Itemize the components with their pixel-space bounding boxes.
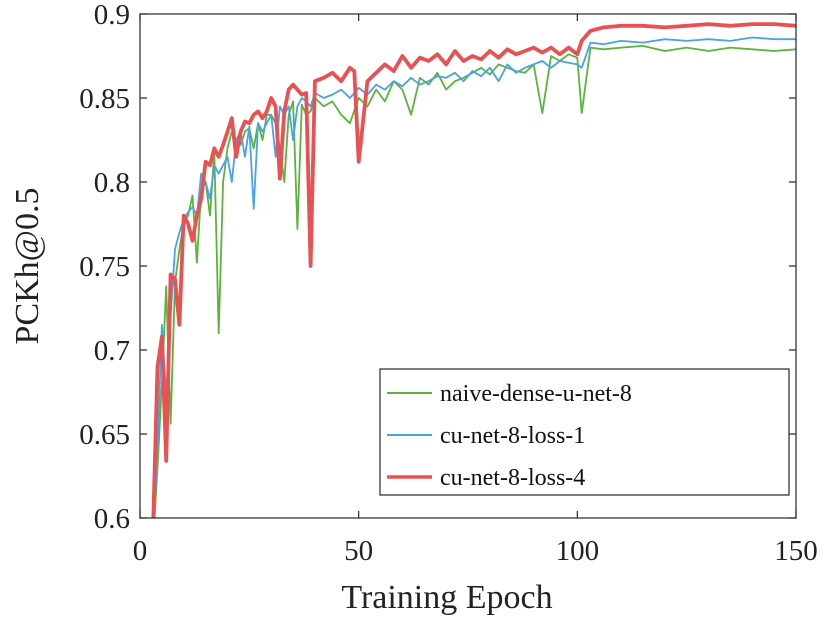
legend: naive-dense-u-net-8 cu-net-8-loss-1 cu-n…: [379, 368, 790, 496]
ticks: [139, 13, 797, 519]
legend-label-cu-net-8-loss-4: cu-net-8-loss-4: [440, 465, 585, 491]
x-tick-label: 50: [344, 535, 373, 567]
y-tick-label: 0.75: [79, 251, 130, 283]
plot-lines: [151, 22, 796, 518]
y-tick-label: 0.9: [94, 0, 130, 31]
y-tick-label: 0.85: [79, 83, 130, 115]
legend-label-cu-net-8-loss-1: cu-net-8-loss-1: [440, 423, 585, 449]
x-axis-title: Training Epoch: [341, 579, 552, 616]
legend-box: [379, 368, 790, 496]
legend-label-naive-dense-u-net-8: naive-dense-u-net-8: [440, 381, 632, 407]
y-tick-label: 0.65: [79, 419, 130, 451]
series-line-naive-dense-u-net-8: [153, 45, 796, 518]
x-tick-label: 150: [774, 535, 818, 567]
series-line-cu-net-8-loss-1: [153, 36, 796, 518]
x-tick-label: 0: [133, 535, 148, 567]
y-tick-label: 0.6: [94, 503, 130, 535]
y-axis-title: PCKh@0.5: [9, 188, 46, 345]
x-tick-label: 100: [556, 535, 600, 567]
tick-labels: 0 50 100 150 0.6 0.65 0.7 0.75 0.8 0.85 0.9: [79, 0, 818, 567]
series-line-cu-net-8-loss-4: [151, 22, 796, 518]
y-tick-label: 0.7: [94, 335, 130, 367]
y-tick-label: 0.8: [94, 167, 130, 199]
